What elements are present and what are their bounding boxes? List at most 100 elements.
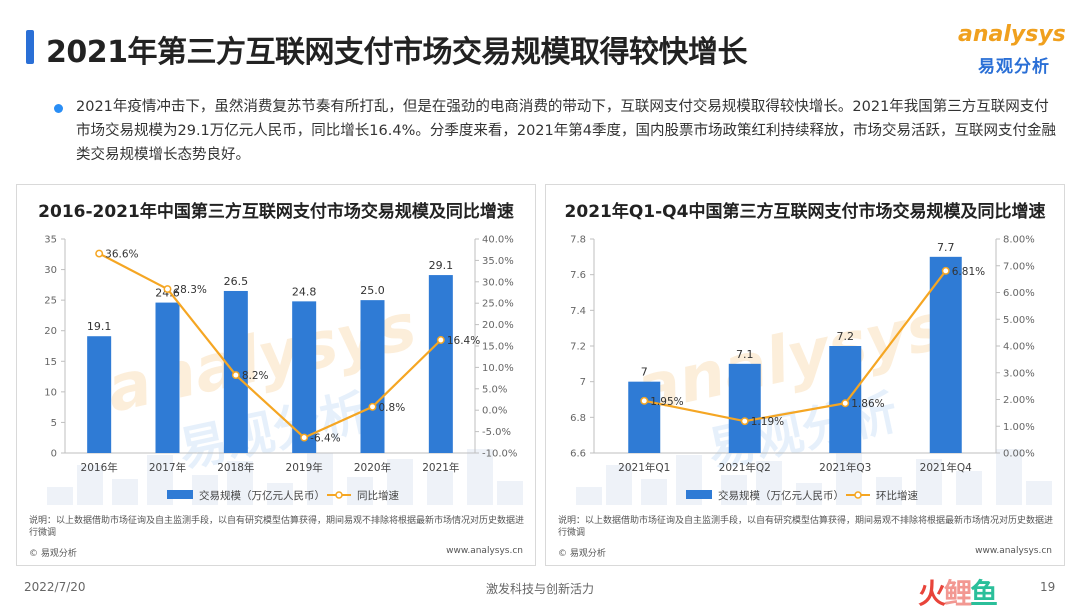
bar xyxy=(428,275,453,453)
y2-tick-label: 35.0% xyxy=(482,256,514,267)
analysys-logo: analysys 易观分析 xyxy=(958,22,1068,82)
city-building xyxy=(112,479,138,505)
city-building xyxy=(641,479,667,505)
y-tick-label: 7.2 xyxy=(570,342,586,353)
growth-value-label: 28.3% xyxy=(174,284,207,296)
city-building xyxy=(47,487,73,505)
brand-char: 鲤 xyxy=(944,577,972,610)
city-building xyxy=(916,459,942,505)
y-tick-label: 30 xyxy=(44,265,57,276)
chart-note: 说明：以上数据借助市场征询及自主监测手段，以自有研究模型估算获得，期间易观不排除… xyxy=(558,516,1054,538)
bar xyxy=(292,301,317,453)
bar xyxy=(360,300,385,453)
y2-tick-label: 2.00% xyxy=(1003,395,1035,406)
city-building xyxy=(1026,481,1052,505)
chart-source-site: www.analysys.cn xyxy=(975,546,1052,556)
growth-point xyxy=(841,399,850,408)
x-tick-label: 2021年Q2 xyxy=(719,461,771,474)
growth-value-label: 0.8% xyxy=(379,402,406,414)
logo-text-en: analysys xyxy=(958,22,1066,47)
chart-title: 2021年Q1-Q4中国第三方互联网支付市场交易规模及同比增速 xyxy=(564,202,1046,222)
page-number: 19 xyxy=(1040,580,1056,594)
bar xyxy=(87,336,112,453)
city-building xyxy=(347,477,373,505)
legend-swatch-point xyxy=(854,491,862,499)
title-accent-bar xyxy=(26,30,34,64)
growth-point xyxy=(163,285,172,294)
city-building xyxy=(192,475,218,505)
city-building xyxy=(427,471,453,505)
y2-tick-label: 40.0% xyxy=(482,235,514,246)
x-tick-label: 2021年Q1 xyxy=(618,461,670,474)
y2-tick-label: 30.0% xyxy=(482,277,514,288)
y2-tick-label: 6.00% xyxy=(1003,288,1035,299)
y-tick-label: 25 xyxy=(44,296,57,307)
x-tick-label: 2016年 xyxy=(81,461,118,474)
city-building xyxy=(756,461,782,505)
city-building xyxy=(996,449,1022,505)
y2-tick-label: 3.00% xyxy=(1003,368,1035,379)
legend-label: 交易规模（万亿元人民币） xyxy=(718,489,844,502)
y-tick-label: 20 xyxy=(44,326,57,337)
chart-source-site: www.analysys.cn xyxy=(446,546,523,556)
x-tick-label: 2021年 xyxy=(422,461,459,474)
bar-value-label: 7.7 xyxy=(937,241,955,254)
footer-slogan: 激发科技与创新活力 xyxy=(485,582,594,596)
y-tick-label: 6.8 xyxy=(570,413,586,424)
x-tick-label: 2021年Q3 xyxy=(819,461,871,474)
bullet-icon xyxy=(54,104,63,113)
x-tick-label: 2017年 xyxy=(149,461,186,474)
summary-paragraph: 2021年疫情冲击下，虽然消费复苏节奏有所打乱，但是在强劲的电商消费的带动下，互… xyxy=(76,99,1056,163)
y2-tick-label: 4.00% xyxy=(1003,342,1035,353)
growth-line xyxy=(98,252,442,439)
y2-tick-label: 20.0% xyxy=(482,320,514,331)
city-building xyxy=(227,461,253,505)
city-building xyxy=(956,471,982,505)
y2-tick-label: 7.00% xyxy=(1003,261,1035,272)
y2-tick-label: 1.00% xyxy=(1003,422,1035,433)
y2-tick-label: 10.0% xyxy=(482,363,514,374)
page-title: 2021年第三方互联网支付市场交易规模取得较快增长 xyxy=(46,35,748,70)
bar-value-label: 7.2 xyxy=(837,330,855,343)
city-building xyxy=(307,453,333,505)
growth-value-label: 8.2% xyxy=(242,370,269,382)
y-tick-label: 15 xyxy=(44,357,57,368)
city-building xyxy=(387,459,413,505)
quarterly-chart: analysys易观分析6.66.877.27.47.67.80.00%1.00… xyxy=(570,235,1052,505)
city-building xyxy=(267,483,293,505)
y-tick-label: 5 xyxy=(51,418,57,429)
x-tick-label: 2018年 xyxy=(217,461,254,474)
y2-tick-label: -10.0% xyxy=(482,449,517,460)
x-tick-label: 2020年 xyxy=(354,461,391,474)
legend-swatch-point xyxy=(335,491,343,499)
growth-point xyxy=(300,433,309,442)
brand-char: 鱼 xyxy=(970,577,998,610)
y-tick-label: 7.4 xyxy=(570,306,586,317)
chart-copyright: © 易观分析 xyxy=(29,549,77,559)
y-tick-label: 35 xyxy=(44,235,57,246)
footer-date: 2022/7/20 xyxy=(24,580,86,594)
y-tick-label: 7 xyxy=(580,377,586,388)
growth-point xyxy=(368,402,377,411)
bar-value-label: 25.0 xyxy=(360,284,385,297)
x-tick-label: 2019年 xyxy=(286,461,323,474)
x-tick-label: 2021年Q4 xyxy=(920,461,972,474)
growth-value-label: 16.4% xyxy=(447,335,480,347)
city-building xyxy=(606,465,632,505)
chart-note: 说明：以上数据借助市场征询及自主监测手段，以自有研究模型估算获得，期间易观不排除… xyxy=(29,516,525,538)
y2-tick-label: -5.0% xyxy=(482,427,511,438)
growth-point xyxy=(95,249,104,258)
y-tick-label: 10 xyxy=(44,387,57,398)
bar-value-label: 24.8 xyxy=(292,285,317,298)
city-building xyxy=(576,487,602,505)
chart-title: 2016-2021年中国第三方互联网支付市场交易规模及同比增速 xyxy=(38,202,514,222)
y2-tick-label: 25.0% xyxy=(482,299,514,310)
growth-value-label: 6.81% xyxy=(952,266,985,278)
growth-value-label: 36.6% xyxy=(105,249,138,261)
y2-tick-label: 8.00% xyxy=(1003,235,1035,246)
bar xyxy=(628,381,661,453)
legend-label: 同比增速 xyxy=(357,489,399,502)
growth-point xyxy=(941,266,950,275)
city-building xyxy=(77,465,103,505)
y2-tick-label: 0.0% xyxy=(482,406,507,417)
